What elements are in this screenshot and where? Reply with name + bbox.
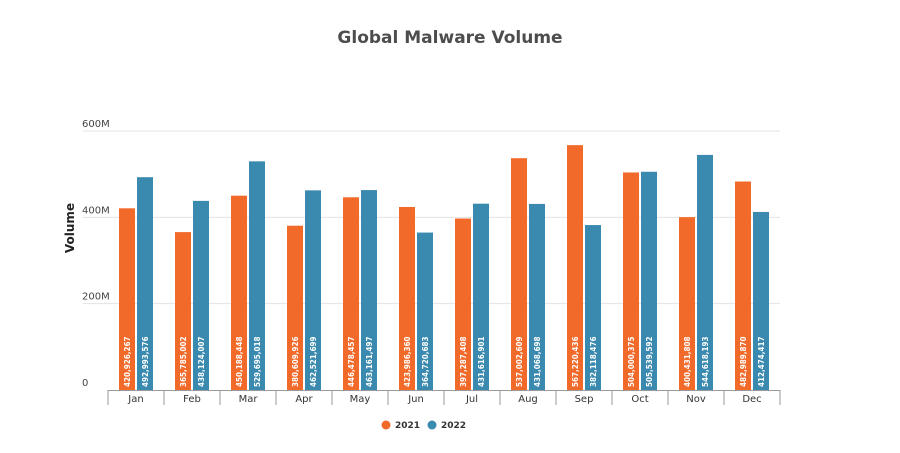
y-tick-label: 200M	[82, 292, 110, 303]
bar-2022-Apr	[305, 190, 321, 390]
bar-2021-Oct	[623, 172, 639, 390]
bar-2022-Jul	[473, 203, 489, 390]
y-tick-label: 0	[82, 378, 88, 389]
x-tick-label: Jul	[465, 394, 478, 405]
legend-marker-2022	[427, 420, 437, 430]
bar-2022-Feb	[193, 200, 209, 390]
bars: 420,926,267 492,993,576 365,785,002 438,124…	[119, 145, 769, 390]
bar-2021-Aug	[511, 158, 527, 390]
bar-2021-Sep	[567, 145, 583, 390]
x-tick-label: Apr	[295, 394, 313, 405]
bar-2022-Sep	[585, 225, 601, 390]
data-label: 412,474,417	[757, 336, 766, 387]
data-label: 400,431,808	[683, 336, 692, 387]
x-tick-label: Mar	[239, 394, 259, 405]
data-label: 431,068,698	[533, 336, 542, 387]
data-label: 450,188,448	[235, 336, 244, 387]
data-label: 482,989,870	[739, 336, 748, 387]
data-label: 438,124,007	[197, 336, 206, 387]
bar-2021-Dec	[735, 181, 751, 390]
legend-label: 2021	[395, 421, 420, 431]
bar-2022-Dec	[753, 211, 769, 390]
bar-2021-Jan	[119, 208, 135, 390]
bar-2021-Jul	[455, 218, 471, 390]
data-label: 382,118,476	[589, 336, 598, 387]
data-label: 505,539,592	[645, 336, 654, 387]
chart-title: Global Malware Volume	[337, 28, 563, 48]
bar-2022-Jun	[417, 232, 433, 390]
bar-2022-Jan	[137, 177, 153, 390]
data-label: 431,616,901	[477, 336, 486, 387]
bar-2021-Nov	[679, 217, 695, 390]
data-label: 537,002,609	[515, 336, 524, 387]
x-tick-label: Dec	[742, 394, 761, 405]
x-tick-label: Feb	[183, 394, 201, 405]
data-label: 544,618,193	[701, 336, 710, 387]
bar-2021-Jun	[399, 206, 415, 390]
bar-2021-Mar	[231, 195, 247, 390]
x-tick-label: Jan	[127, 394, 143, 405]
bar-2022-May	[361, 190, 377, 390]
data-label: 380,609,926	[291, 336, 300, 387]
x-tick-label: Aug	[518, 394, 538, 405]
x-axis: Jan Feb Mar Apr May Jun Jul Aug Sep Oct Nov Dec	[107, 390, 781, 405]
x-tick-label: Nov	[686, 394, 706, 405]
bar-2022-Nov	[697, 154, 713, 390]
legend: 2021 2022	[381, 420, 466, 431]
data-label: 397,287,408	[459, 336, 468, 387]
y-tick-label: 400M	[82, 205, 110, 216]
y-tick-label: 600M	[82, 119, 110, 130]
y-axis-ticks: 0 200M 400M 600M	[82, 119, 110, 389]
data-label: 423,986,360	[403, 336, 412, 387]
data-label: 504,000,375	[627, 336, 636, 387]
bar-2021-Apr	[287, 225, 303, 390]
bar-2022-Oct	[641, 171, 657, 390]
x-tick-label: Oct	[631, 394, 648, 405]
data-label: 463,161,497	[365, 336, 374, 387]
bar-2021-Feb	[175, 232, 191, 390]
bar-2022-Mar	[249, 161, 265, 390]
legend-marker-2021	[381, 420, 391, 430]
data-label: 529,695,018	[253, 336, 262, 387]
data-label: 364,720,683	[421, 336, 430, 387]
x-tick-label: Sep	[575, 394, 594, 405]
legend-label: 2022	[441, 421, 466, 431]
x-tick-label: Jun	[407, 394, 424, 405]
data-label: 462,521,699	[309, 336, 318, 387]
y-axis-label: Volume	[63, 203, 77, 253]
data-label: 420,926,267	[123, 336, 132, 387]
data-label: 492,993,576	[141, 336, 150, 387]
data-label: 365,785,002	[179, 336, 188, 387]
x-tick-label: May	[350, 394, 371, 405]
bar-2021-May	[343, 197, 359, 390]
bar-2022-Aug	[529, 203, 545, 390]
data-label: 446,478,457	[347, 336, 356, 387]
data-label: 567,220,436	[571, 336, 580, 387]
